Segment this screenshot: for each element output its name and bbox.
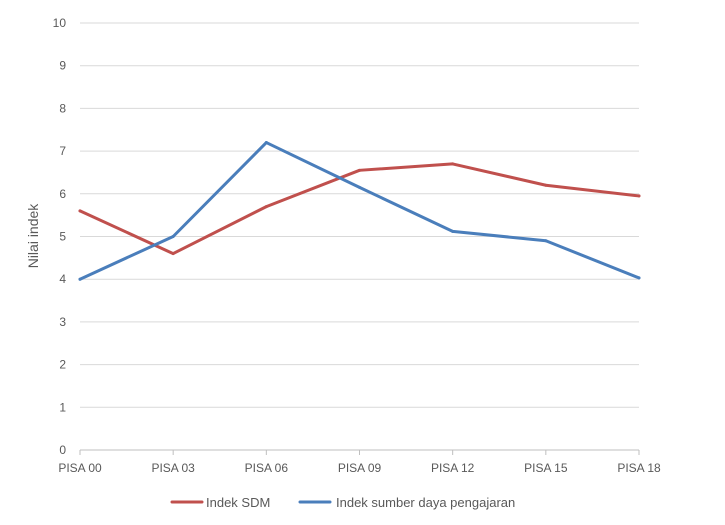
y-tick-label: 9 — [59, 59, 66, 73]
y-axis-title: Nilai indek — [25, 203, 41, 269]
data-point — [637, 276, 641, 280]
x-tick-label: PISA 09 — [338, 461, 382, 475]
y-tick-label: 4 — [59, 272, 66, 286]
legend-item: Indek SDM — [170, 495, 270, 510]
legend-label: Indek SDM — [206, 495, 270, 510]
legend-item: Indek sumber daya pengajaran — [298, 495, 515, 510]
data-point — [78, 277, 82, 281]
y-tick-label: 2 — [59, 358, 66, 372]
legend-label: Indek sumber daya pengajaran — [336, 495, 515, 510]
data-point — [451, 229, 455, 233]
series-lines — [78, 141, 641, 281]
y-tick-label: 10 — [53, 16, 67, 30]
x-tick-label: PISA 06 — [245, 461, 289, 475]
tick-labels: 0 1 2 3 4 5 6 7 8 9 10 PISA 00 PISA 03 PISA 06 PISA 09… — [53, 16, 661, 475]
axes — [79, 449, 640, 455]
data-point — [358, 168, 361, 172]
y-tick-label: 0 — [59, 443, 66, 457]
data-point — [451, 162, 455, 166]
y-tick-label: 5 — [59, 230, 66, 244]
y-tick-label: 7 — [59, 144, 66, 158]
data-point — [544, 239, 548, 243]
legend: Indek SDM Indek sumber daya pengajaran — [170, 495, 515, 510]
series-line-indek-sumber-daya-pengajaran — [78, 141, 641, 281]
y-tick-label: 1 — [59, 400, 66, 414]
gridlines — [80, 22, 639, 408]
y-tick-label: 3 — [59, 315, 66, 329]
data-point — [264, 205, 268, 209]
data-point — [544, 183, 548, 187]
data-point — [264, 141, 268, 145]
data-point — [637, 194, 641, 198]
data-point — [358, 185, 361, 189]
data-point — [171, 235, 175, 238]
x-tick-label: PISA 18 — [617, 461, 661, 475]
data-point — [78, 209, 82, 213]
x-tick-label: PISA 00 — [58, 461, 102, 475]
x-tick-label: PISA 03 — [151, 461, 195, 475]
y-tick-label: 8 — [59, 101, 66, 115]
y-tick-label: 6 — [59, 187, 66, 201]
x-tick-label: PISA 12 — [431, 461, 475, 475]
data-point — [171, 252, 175, 256]
x-tick-label: PISA 15 — [524, 461, 568, 475]
